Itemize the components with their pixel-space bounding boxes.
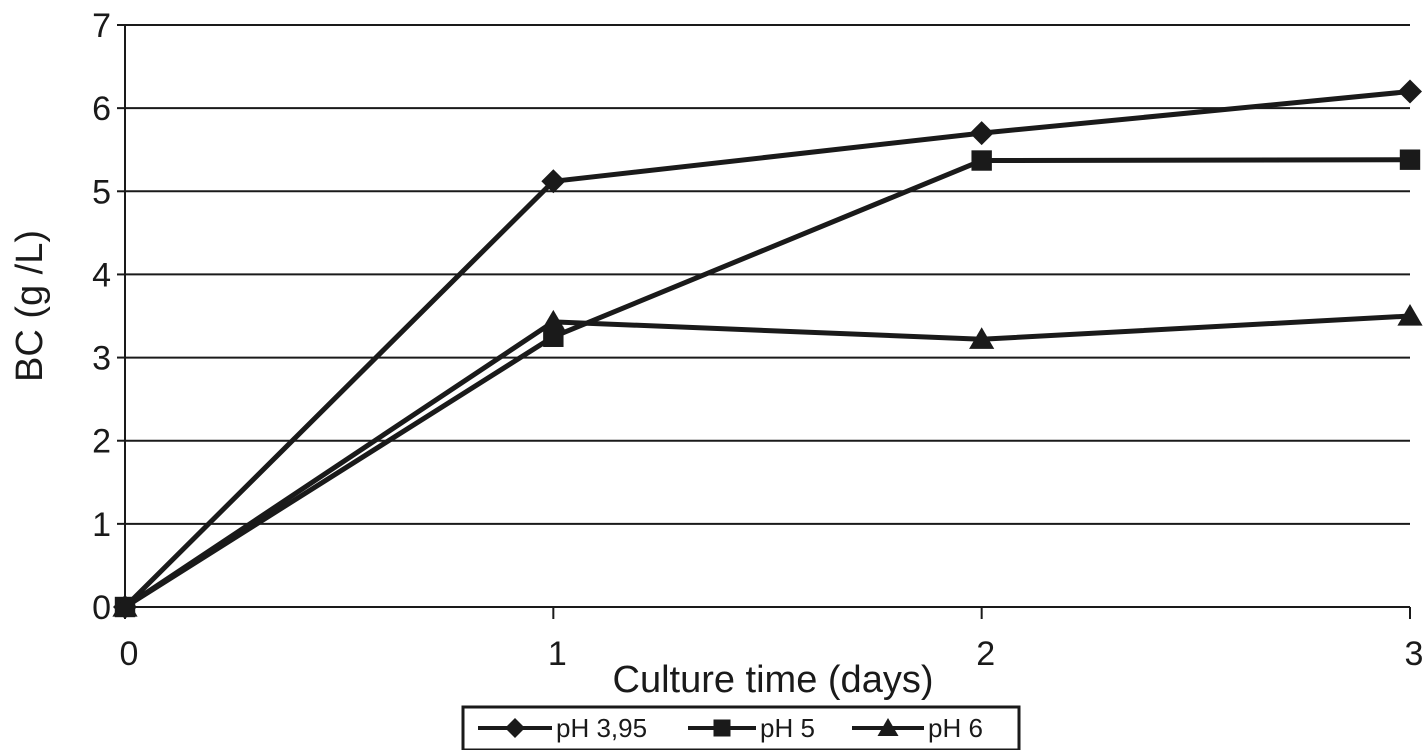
grid-lines: [125, 24, 1410, 525]
point-ph-3-95-x1: [541, 169, 566, 194]
point-ph-5-x3: [1399, 149, 1421, 170]
legend-marker-ph-5: [713, 719, 731, 737]
legend-marker-ph-6: [877, 718, 899, 736]
series-line-ph-5: [123, 157, 1411, 610]
series-markers: [112, 79, 1423, 619]
legend-items: pH 3,95 pH 5 pH 6: [478, 713, 983, 743]
point-ph-5-x2: [971, 150, 992, 171]
y-tick-label-3: 3: [92, 340, 111, 378]
x-tick-label-2: 2: [976, 635, 995, 673]
legend-label-ph-3-95: pH 3,95: [556, 713, 647, 743]
point-ph-6-x1: [540, 309, 566, 332]
point-ph-5-x1: [543, 326, 564, 347]
axes: [117, 24, 1411, 619]
y-tick-label-0: 0: [92, 589, 111, 627]
x-tick-label-3: 3: [1405, 635, 1424, 673]
legend-label-ph-6: pH 6: [928, 713, 983, 743]
y-tick-label-4: 4: [92, 256, 111, 294]
legend-label-ph-5: pH 5: [760, 713, 815, 743]
y-tick-label-2: 2: [92, 423, 111, 461]
legend: pH 3,95 pH 5 pH 6: [461, 705, 1021, 750]
series-line-ph-6: [123, 313, 1411, 610]
y-tick-label-6: 6: [92, 90, 111, 128]
y-tick-label-7: 7: [92, 7, 111, 45]
x-axis-title: Culture time (days): [613, 659, 934, 701]
point-ph-6-x2: [969, 327, 995, 349]
series-line-ph-3-95: [123, 89, 1411, 609]
legend-marker-ph-3-95: [505, 718, 525, 738]
x-tick-label-1: 1: [548, 635, 567, 673]
point-ph-6-x3: [1397, 304, 1423, 326]
y-axis-title: BC (g /L): [9, 230, 51, 382]
y-tick-label-5: 5: [92, 173, 111, 211]
series-lines: [123, 89, 1411, 610]
point-ph-3-95-x2: [969, 121, 994, 146]
tick-labels: 0 1 2 3 4 5 6 7 0 1 2 3: [92, 7, 1423, 673]
y-tick-label-1: 1: [92, 506, 111, 544]
x-tick-label-0: 0: [120, 635, 139, 673]
point-ph-3-95-x3: [1398, 79, 1422, 104]
point-ph-6-x0: [112, 595, 138, 617]
